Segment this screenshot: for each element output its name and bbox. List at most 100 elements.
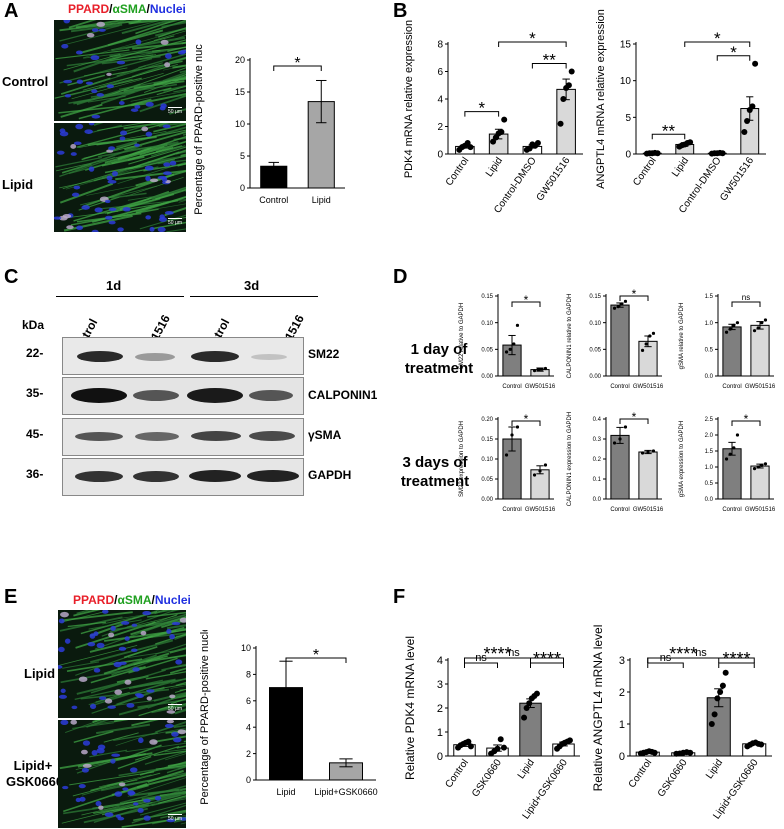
data-point xyxy=(760,463,764,467)
y-tick-label: 4 xyxy=(246,722,251,732)
band xyxy=(71,388,127,403)
legend-slash-1: / xyxy=(109,2,113,16)
band xyxy=(135,353,175,361)
data-point xyxy=(646,450,650,454)
significance-bracket xyxy=(498,41,567,47)
y-axis-label: ANGPTL4 mRNA relative expression xyxy=(595,9,607,189)
y-tick-label: 6 xyxy=(246,696,251,706)
x-tick-label: GW501516 xyxy=(633,384,664,390)
y-tick-label: 0.2 xyxy=(593,457,602,463)
y-tick-label: 2.0 xyxy=(705,433,714,439)
data-point xyxy=(749,103,756,110)
data-point xyxy=(534,140,541,146)
data-point xyxy=(763,462,768,466)
data-point xyxy=(735,433,740,437)
band xyxy=(247,470,299,482)
y-tick-label: 0.00 xyxy=(481,497,493,503)
blot-strip-sm22 xyxy=(62,337,304,375)
data-point xyxy=(654,150,661,157)
marker-36: 36- xyxy=(26,467,44,481)
data-point xyxy=(719,682,726,689)
data-point xyxy=(618,437,622,441)
significance-bracket xyxy=(464,662,498,668)
data-point xyxy=(714,695,721,702)
y-tick-label: 8 xyxy=(246,670,251,680)
significance-label: **** xyxy=(669,644,697,664)
band xyxy=(187,388,243,403)
scale-bar: 50 µm xyxy=(168,107,182,115)
significance-bracket xyxy=(716,55,751,61)
chart-calponin1-3d: 0.0 0.1 0.2 0.3 0.4 CALPONIN1 expression to G… xyxy=(567,410,664,513)
y-axis-label: Percentage of PPARD-positive nuclei xyxy=(199,630,211,805)
data-point xyxy=(711,711,718,718)
y-tick-label: 5 xyxy=(625,113,631,124)
y-tick-label: 0.1 xyxy=(593,477,602,483)
y-tick-label: 10 xyxy=(620,76,632,87)
y-tick-label: 0.05 xyxy=(481,347,493,353)
data-point xyxy=(540,367,544,371)
legend-ppard: PPARD xyxy=(73,593,115,607)
significance-bracket xyxy=(647,662,684,668)
legend-asma: αSMA xyxy=(117,593,152,607)
bar xyxy=(610,434,630,500)
y-tick-label: 2 xyxy=(619,687,625,699)
significance-label: * xyxy=(730,43,737,62)
data-point xyxy=(687,139,694,146)
y-tick-label: 0 xyxy=(619,751,625,763)
marker-22: 22- xyxy=(26,346,44,360)
protein-label-sm22: SM22 xyxy=(308,347,340,361)
y-tick-label: 4 xyxy=(437,655,443,667)
kda-label: kDa xyxy=(22,318,45,332)
chart-calponin1-1d: 0.00 0.05 0.10 0.15 CALPONIN1 relative to GA… xyxy=(567,287,664,390)
scale-bar: 50 µm xyxy=(168,218,182,226)
scale-bar-label: 50 µm xyxy=(168,706,182,712)
row-label-1-day: 1 day of treatment xyxy=(404,341,474,377)
y-tick-label: 3 xyxy=(619,655,625,667)
y-tick-label: 1 xyxy=(619,719,625,731)
band xyxy=(191,431,241,441)
data-point xyxy=(728,327,732,331)
data-point xyxy=(687,749,694,756)
chart-sm22-1d: 0.00 0.05 0.10 0.15 SM22 relative to GAPDH Co… xyxy=(459,293,556,390)
panel-a-stain-legend: PPARD/αSMA/Nuclei xyxy=(68,2,186,16)
y-tick-label: 2 xyxy=(437,122,443,133)
significance-label: ns xyxy=(742,293,750,302)
y-tick-label: 1 xyxy=(437,727,443,739)
panel-letter-c: C xyxy=(4,266,19,288)
significance-label: ** xyxy=(543,51,557,70)
data-point xyxy=(640,348,645,352)
y-tick-label: 2 xyxy=(437,703,443,715)
data-point xyxy=(612,441,617,445)
micrograph-lipid: 50 µm xyxy=(54,123,186,232)
bar xyxy=(722,326,742,377)
y-tick-label: 4 xyxy=(437,95,443,106)
band xyxy=(135,432,179,441)
significance-bracket xyxy=(718,662,755,668)
chart-gsma-1d: 0.0 0.5 1.0 1.5 gSMA relative to GAPDH Contro… xyxy=(679,293,776,390)
x-tick-label: Lipid xyxy=(276,787,295,797)
data-point xyxy=(644,342,648,346)
legend-asma: αSMA xyxy=(112,2,147,16)
data-point xyxy=(648,334,652,338)
significance-label: * xyxy=(714,29,721,48)
significance-bracket xyxy=(619,418,649,424)
data-point xyxy=(724,330,729,334)
band xyxy=(133,471,179,482)
y-tick-label: 2.5 xyxy=(705,417,714,423)
data-point xyxy=(620,302,624,306)
y-tick-label: 0.5 xyxy=(705,347,714,353)
y-tick-label: 10 xyxy=(235,119,245,129)
data-point xyxy=(752,60,759,67)
data-point xyxy=(515,323,520,327)
protein-label-gsma: γSMA xyxy=(308,428,342,442)
significance-bracket xyxy=(647,657,755,663)
significance-label: * xyxy=(524,293,529,307)
y-tick-label: 0.0 xyxy=(593,497,602,503)
band xyxy=(75,432,123,441)
data-point xyxy=(560,96,567,102)
data-point xyxy=(612,306,617,310)
data-point xyxy=(758,741,765,748)
band xyxy=(249,390,293,401)
y-tick-label: 0 xyxy=(625,150,631,161)
bar xyxy=(750,465,770,500)
